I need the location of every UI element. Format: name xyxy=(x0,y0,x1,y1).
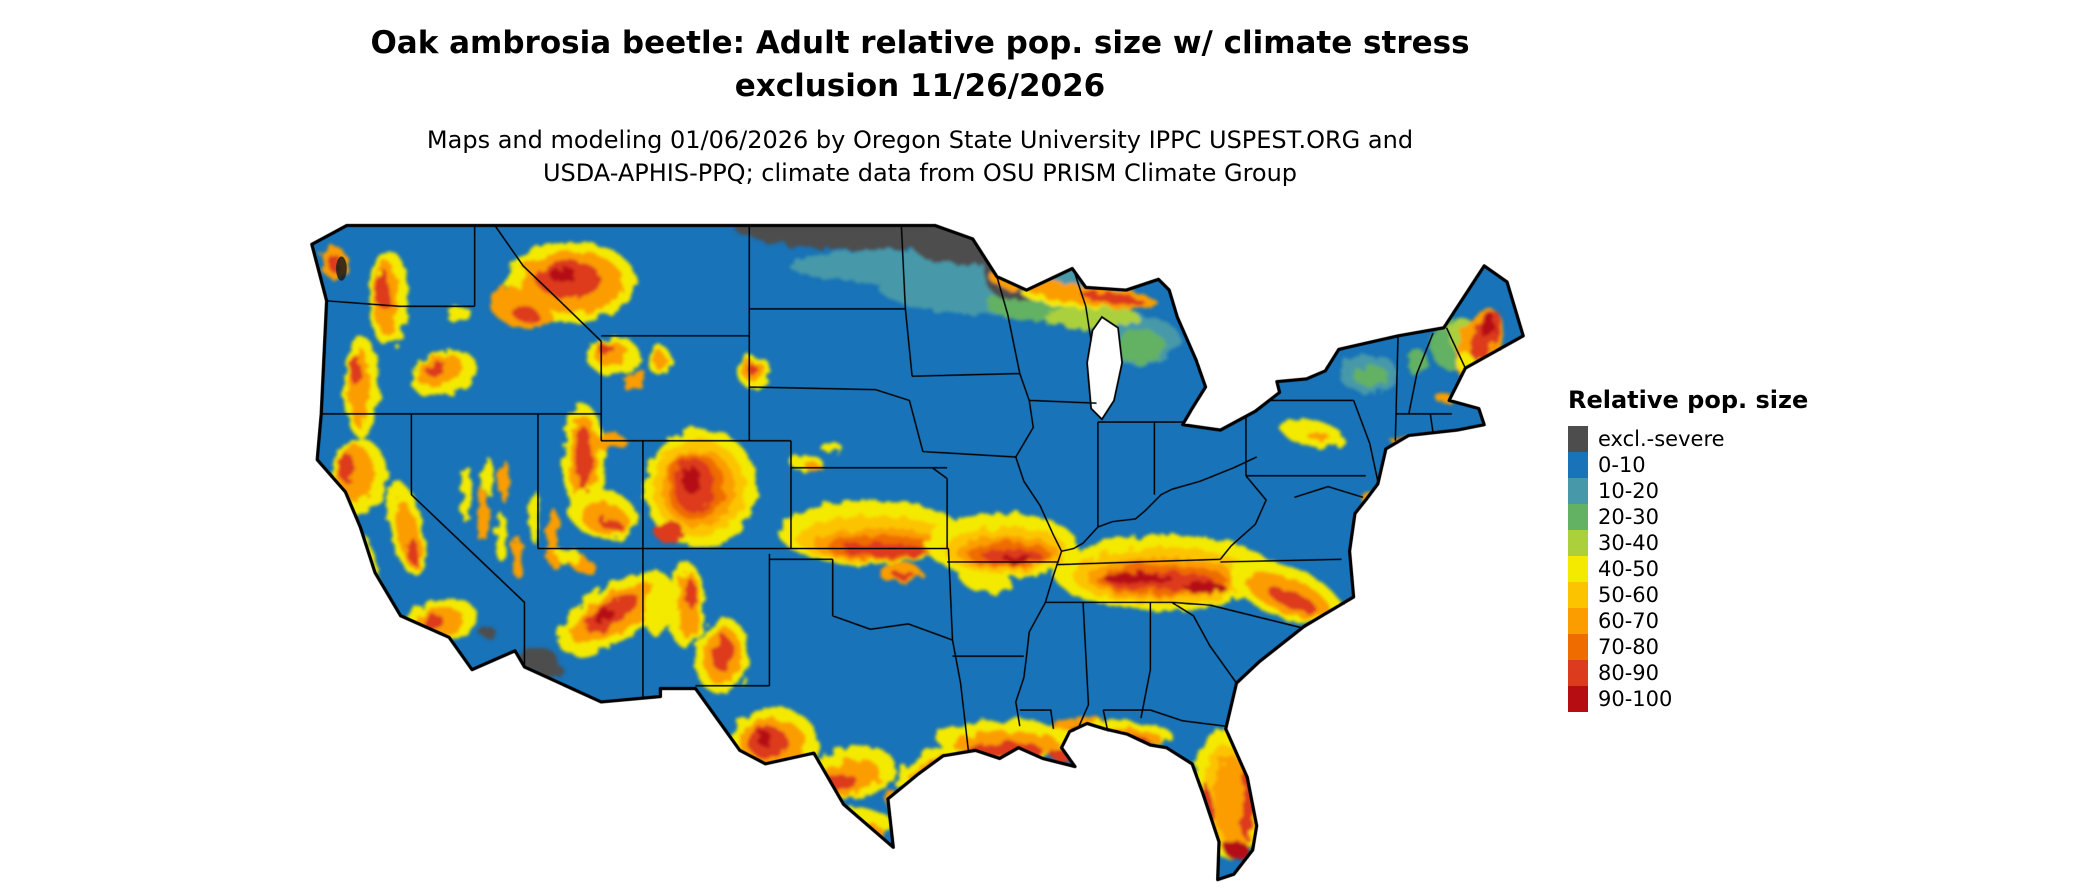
legend-item: 0-10 xyxy=(1568,452,1828,478)
legend-items: excl.-severe 0-10 10-20 20-30 30-40 40-50 50-6… xyxy=(1568,426,1828,712)
us-outline xyxy=(310,223,1525,882)
title-line1: Oak ambrosia beetle: Adult relative pop.… xyxy=(370,25,1470,61)
legend-label: excl.-severe xyxy=(1598,427,1725,451)
legend-label: 0-10 xyxy=(1598,453,1646,477)
legend-item: 40-50 xyxy=(1568,556,1828,582)
page-title: Oak ambrosia beetle: Adult relative pop.… xyxy=(270,22,1570,108)
legend-swatch xyxy=(1568,686,1588,712)
legend-label: 90-100 xyxy=(1598,687,1673,711)
legend: Relative pop. size excl.-severe 0-10 10-20… xyxy=(1568,386,1828,712)
us-map xyxy=(310,223,1525,882)
state-borders xyxy=(317,225,1466,754)
legend-item: 90-100 xyxy=(1568,686,1828,712)
legend-swatch xyxy=(1568,426,1588,452)
puget-sound-detail xyxy=(336,256,347,281)
legend-label: 30-40 xyxy=(1598,531,1660,555)
legend-item: 20-30 xyxy=(1568,504,1828,530)
legend-label: 70-80 xyxy=(1598,635,1660,659)
map-subtitle: Maps and modeling 01/06/2026 by Oregon S… xyxy=(270,124,1570,191)
legend-item: 60-70 xyxy=(1568,608,1828,634)
legend-label: 80-90 xyxy=(1598,661,1660,685)
legend-item: 80-90 xyxy=(1568,660,1828,686)
legend-swatch xyxy=(1568,634,1588,660)
legend-item: excl.-severe xyxy=(1568,426,1828,452)
legend-label: 50-60 xyxy=(1598,583,1660,607)
map-raster xyxy=(311,225,1524,880)
subtitle-line2: USDA-APHIS-PPQ; climate data from OSU PR… xyxy=(542,159,1298,188)
legend-label: 60-70 xyxy=(1598,609,1660,633)
legend-swatch xyxy=(1568,582,1588,608)
subtitle-line1: Maps and modeling 01/06/2026 by Oregon S… xyxy=(426,125,1414,154)
us-map-container xyxy=(305,212,1530,885)
header: Oak ambrosia beetle: Adult relative pop.… xyxy=(270,22,1570,191)
legend-item: 10-20 xyxy=(1568,478,1828,504)
legend-swatch xyxy=(1568,556,1588,582)
legend-swatch xyxy=(1568,530,1588,556)
legend-label: 10-20 xyxy=(1598,479,1660,503)
legend-title: Relative pop. size xyxy=(1568,386,1809,414)
legend-item: 50-60 xyxy=(1568,582,1828,608)
legend-swatch xyxy=(1568,478,1588,504)
title-line2: exclusion 11/26/2026 xyxy=(734,67,1106,104)
legend-label: 20-30 xyxy=(1598,505,1660,529)
legend-swatch xyxy=(1568,504,1588,530)
population-blobs xyxy=(321,225,1503,859)
legend-swatch xyxy=(1568,608,1588,634)
legend-swatch xyxy=(1568,452,1588,478)
legend-item: 30-40 xyxy=(1568,530,1828,556)
legend-label: 40-50 xyxy=(1598,557,1660,581)
legend-swatch xyxy=(1568,660,1588,686)
legend-item: 70-80 xyxy=(1568,634,1828,660)
